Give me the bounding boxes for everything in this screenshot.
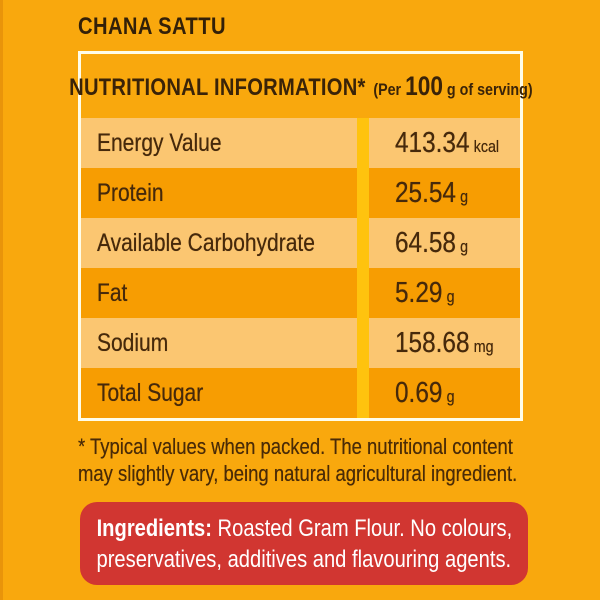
serving-suffix: g of serving) xyxy=(446,79,533,99)
nutrition-table-header: NUTRITIONAL INFORMATION* (Per 100 g of s… xyxy=(69,54,532,118)
column-divider xyxy=(357,368,369,418)
footnote-line-1: * Typical values when packed. The nutrit… xyxy=(78,434,513,459)
table-row-protein: Protein 25.54 g xyxy=(81,168,520,218)
table-row-sodium: Sodium 158.68 mg xyxy=(81,318,520,368)
ingredients-box: Ingredients: Roasted Gram Flour. No colo… xyxy=(80,502,528,585)
column-divider xyxy=(357,218,369,268)
table-row-fat: Fat 5.29 g xyxy=(81,268,520,318)
column-divider xyxy=(357,318,369,368)
serving-prefix: (Per xyxy=(372,79,401,99)
row-label: Protein xyxy=(97,178,164,207)
row-value: 5.29 g xyxy=(369,268,520,318)
ingredients-text: Roasted Gram Flour. No colours, xyxy=(211,514,512,542)
footnote: * Typical values when packed. The nutrit… xyxy=(78,433,600,487)
value-unit: g xyxy=(460,186,469,206)
table-row-carbohydrate: Available Carbohydrate 64.58 g xyxy=(81,218,520,268)
footnote-line-2: may slightly vary, being natural agricul… xyxy=(78,461,518,486)
column-divider xyxy=(357,168,369,218)
value-unit: kcal xyxy=(473,136,500,156)
ingredients-label: Ingredients: xyxy=(96,514,212,542)
row-value: 0.69 g xyxy=(369,368,520,418)
value-number: 413.34 xyxy=(395,126,470,159)
value-unit: mg xyxy=(473,336,494,356)
ingredients-line-2: preservatives, additives and flavouring … xyxy=(96,545,512,573)
value-unit: g xyxy=(446,286,455,306)
value-number: 64.58 xyxy=(395,226,456,259)
table-row-energy: Energy Value 413.34 kcal xyxy=(81,118,520,168)
row-value: 64.58 g xyxy=(369,218,520,268)
value-number: 25.54 xyxy=(395,176,456,209)
product-title-text: CHANA SATTU xyxy=(78,13,226,40)
nutrition-table: NUTRITIONAL INFORMATION* (Per 100 g of s… xyxy=(69,51,532,421)
value-unit: g xyxy=(460,236,469,256)
value-number: 0.69 xyxy=(395,376,443,409)
table-row-sugar: Total Sugar 0.69 g xyxy=(81,368,520,418)
ingredients-line-1: Ingredients: Roasted Gram Flour. No colo… xyxy=(57,513,552,544)
row-label: Available Carbohydrate xyxy=(97,228,315,257)
row-label: Total Sugar xyxy=(97,378,204,407)
row-label: Fat xyxy=(97,278,128,307)
header-title: NUTRITIONAL INFORMATION* xyxy=(68,73,366,101)
row-value: 158.68 mg xyxy=(369,318,520,368)
row-value: 25.54 g xyxy=(369,168,520,218)
value-number: 158.68 xyxy=(395,326,470,359)
row-label: Sodium xyxy=(97,328,169,357)
column-divider xyxy=(357,268,369,318)
value-unit: g xyxy=(446,386,455,406)
nutrition-table-header-line: NUTRITIONAL INFORMATION* (Per 100 g of s… xyxy=(69,71,532,102)
row-label: Energy Value xyxy=(97,128,222,157)
value-number: 5.29 xyxy=(395,276,443,309)
column-divider xyxy=(357,118,369,168)
serving-amount: 100 xyxy=(404,70,443,101)
product-title: CHANA SATTU xyxy=(78,13,254,41)
row-value: 413.34 kcal xyxy=(369,118,520,168)
